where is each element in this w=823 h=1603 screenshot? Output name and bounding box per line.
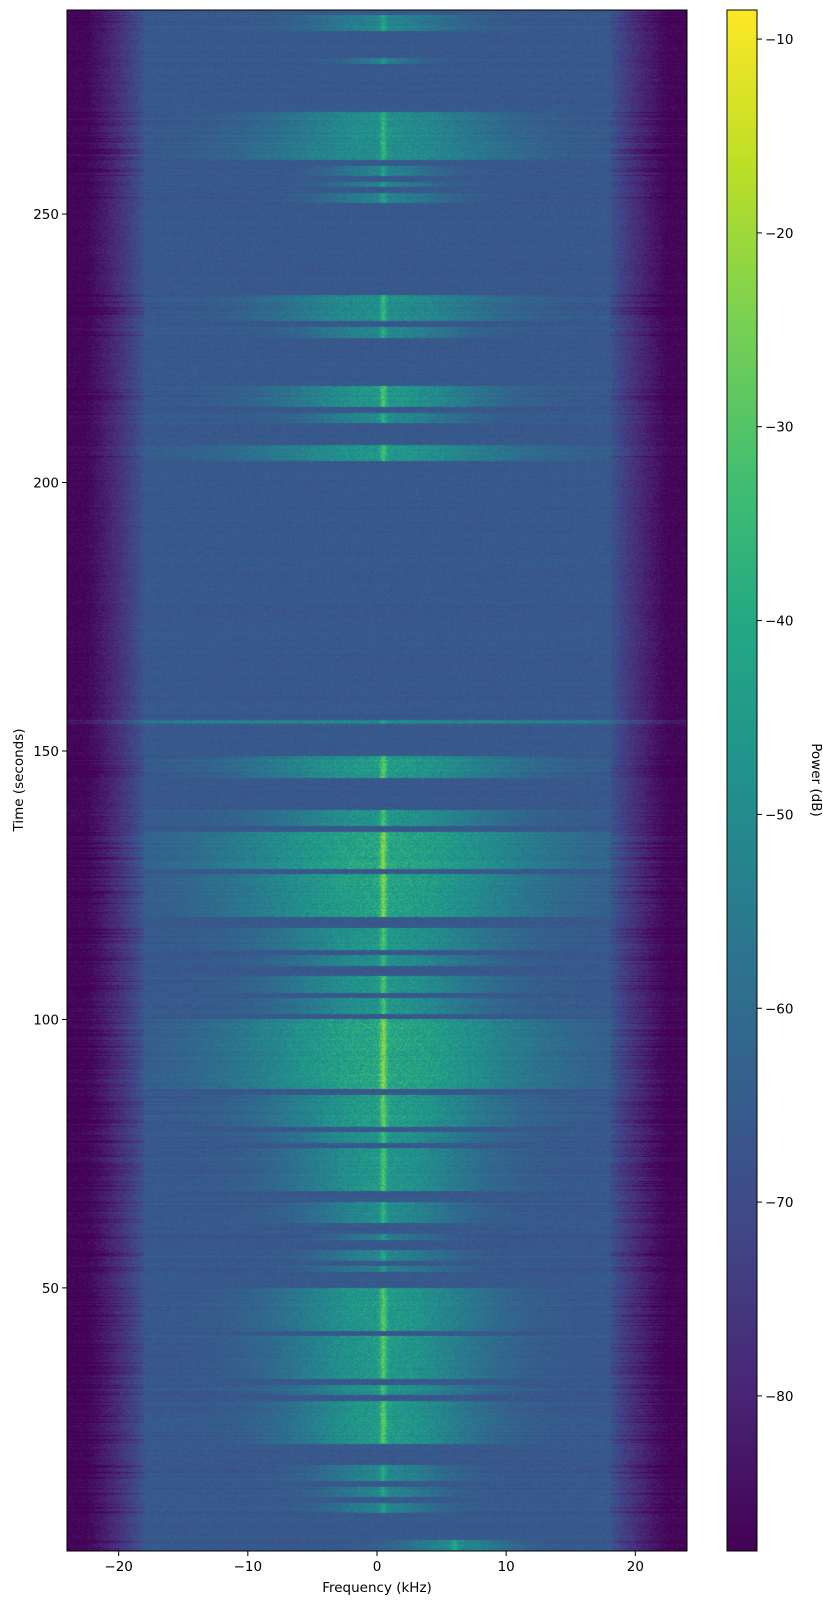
- y-tick-label: 250: [33, 207, 59, 223]
- colorbar-tick-label: −10: [765, 32, 794, 48]
- x-tick-label: −20: [104, 1559, 133, 1575]
- spectrogram-heatmap: [67, 10, 687, 1551]
- colorbar-tick-label: −40: [765, 614, 794, 630]
- x-tick-label: −10: [234, 1559, 263, 1575]
- x-tick-label: 20: [627, 1559, 644, 1575]
- y-tick-label: 150: [33, 744, 59, 760]
- x-tick-label: 0: [373, 1559, 382, 1575]
- y-tick-label: 50: [42, 1281, 59, 1297]
- colorbar-tick-label: −50: [765, 807, 794, 823]
- colorbar-tick-label: −70: [765, 1195, 794, 1211]
- spectrogram-image: [67, 10, 687, 1551]
- colorbar-tick-label: −20: [765, 226, 794, 242]
- colorbar-ticks: −10 −20 −30 −40 −50 −60 −70 −80: [757, 32, 794, 1405]
- x-axis-label: Frequency (kHz): [322, 1580, 432, 1596]
- colorbar-tick-label: −30: [765, 420, 794, 436]
- y-axis-label: Time (seconds): [11, 728, 27, 832]
- y-axis-ticks: 50 100 150 200 250: [33, 207, 67, 1297]
- x-axis-ticks: −20 −10 0 10 20: [104, 1551, 644, 1575]
- y-tick-label: 100: [33, 1012, 59, 1028]
- colorbar-tick-label: −60: [765, 1001, 794, 1017]
- colorbar-tick-label: −80: [765, 1389, 794, 1405]
- colorbar-label: Power (dB): [808, 743, 823, 816]
- colorbar: [726, 9, 758, 1552]
- x-tick-label: 10: [498, 1559, 515, 1575]
- y-tick-label: 200: [33, 476, 59, 492]
